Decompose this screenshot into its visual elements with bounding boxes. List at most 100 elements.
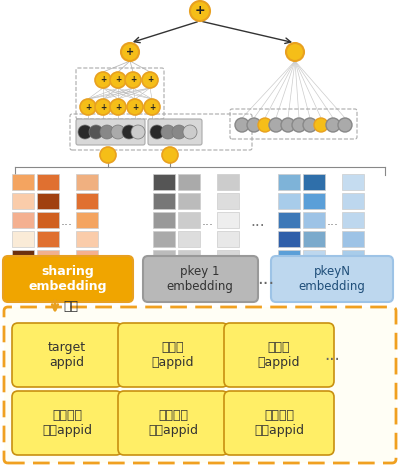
Bar (76, 231, 98, 247)
Circle shape (122, 125, 136, 139)
Text: ...: ... (251, 214, 265, 229)
Bar (278, 212, 300, 228)
Circle shape (161, 125, 175, 139)
Bar (37, 212, 59, 228)
Bar (278, 250, 300, 266)
Bar (76, 212, 98, 228)
Text: ...: ... (327, 215, 339, 228)
FancyBboxPatch shape (224, 323, 334, 387)
Text: +: + (126, 47, 134, 57)
Bar (303, 174, 325, 190)
Circle shape (95, 99, 111, 115)
Text: +: + (195, 5, 205, 17)
Bar (217, 231, 239, 247)
Bar (278, 193, 300, 209)
Circle shape (89, 125, 103, 139)
Text: target
appid: target appid (48, 341, 86, 369)
Circle shape (125, 72, 141, 88)
FancyBboxPatch shape (118, 323, 228, 387)
Bar (303, 193, 325, 209)
Circle shape (110, 72, 126, 88)
Bar (37, 174, 59, 190)
Circle shape (111, 125, 125, 139)
Bar (342, 174, 364, 190)
Bar (153, 231, 175, 247)
Bar (278, 231, 300, 247)
Text: +: + (115, 76, 121, 85)
Text: +: + (147, 76, 153, 85)
Bar (178, 174, 200, 190)
Circle shape (281, 118, 295, 132)
Text: sharing
embedding: sharing embedding (29, 265, 107, 293)
Bar (217, 212, 239, 228)
Bar (37, 250, 59, 266)
Circle shape (258, 118, 272, 132)
Circle shape (172, 125, 186, 139)
Bar (153, 250, 175, 266)
Bar (12, 193, 34, 209)
Text: ...: ... (257, 270, 275, 288)
Text: +: + (100, 76, 106, 85)
Bar (303, 231, 325, 247)
Circle shape (247, 118, 261, 132)
Text: +: + (85, 102, 91, 112)
Circle shape (338, 118, 352, 132)
Bar (217, 250, 239, 266)
Bar (37, 231, 59, 247)
Circle shape (190, 1, 210, 21)
Circle shape (314, 118, 328, 132)
FancyBboxPatch shape (271, 256, 393, 302)
Bar (303, 250, 325, 266)
Bar (76, 250, 98, 266)
Circle shape (144, 99, 160, 115)
Circle shape (127, 99, 143, 115)
Text: ...: ... (61, 215, 73, 228)
Bar (37, 193, 59, 209)
FancyBboxPatch shape (4, 307, 396, 463)
Circle shape (326, 118, 340, 132)
Circle shape (269, 118, 283, 132)
Circle shape (183, 125, 197, 139)
Bar (76, 193, 98, 209)
Bar (12, 174, 34, 190)
Circle shape (142, 72, 158, 88)
Bar (12, 212, 34, 228)
FancyBboxPatch shape (224, 391, 334, 455)
Text: 用户实时
搜索appid: 用户实时 搜索appid (254, 409, 304, 437)
Bar (178, 212, 200, 228)
Circle shape (78, 125, 92, 139)
Bar (303, 212, 325, 228)
Circle shape (286, 43, 304, 61)
Bar (342, 193, 364, 209)
Text: +: + (149, 102, 155, 112)
Circle shape (131, 125, 145, 139)
Bar (342, 250, 364, 266)
Text: 用户实时
下载appid: 用户实时 下载appid (148, 409, 198, 437)
Text: pkey 1
embedding: pkey 1 embedding (166, 265, 234, 293)
Bar (178, 250, 200, 266)
Bar (153, 174, 175, 190)
Text: 用户点
击appid: 用户点 击appid (152, 341, 194, 369)
Circle shape (235, 118, 249, 132)
Text: pkeyN
embedding: pkeyN embedding (298, 265, 366, 293)
Circle shape (121, 43, 139, 61)
Bar (12, 231, 34, 247)
Bar (342, 231, 364, 247)
Bar (12, 250, 34, 266)
Bar (178, 231, 200, 247)
Circle shape (110, 99, 126, 115)
Circle shape (80, 99, 96, 115)
Bar (278, 174, 300, 190)
Circle shape (100, 125, 114, 139)
Bar (217, 193, 239, 209)
FancyBboxPatch shape (76, 119, 145, 145)
FancyBboxPatch shape (12, 391, 122, 455)
Text: 用户下
载appid: 用户下 载appid (258, 341, 300, 369)
FancyBboxPatch shape (3, 256, 133, 302)
Text: +: + (132, 102, 138, 112)
Text: +: + (130, 76, 136, 85)
Text: 聚合: 聚合 (63, 300, 78, 313)
Text: +: + (115, 102, 121, 112)
FancyBboxPatch shape (148, 119, 202, 145)
Circle shape (303, 118, 317, 132)
